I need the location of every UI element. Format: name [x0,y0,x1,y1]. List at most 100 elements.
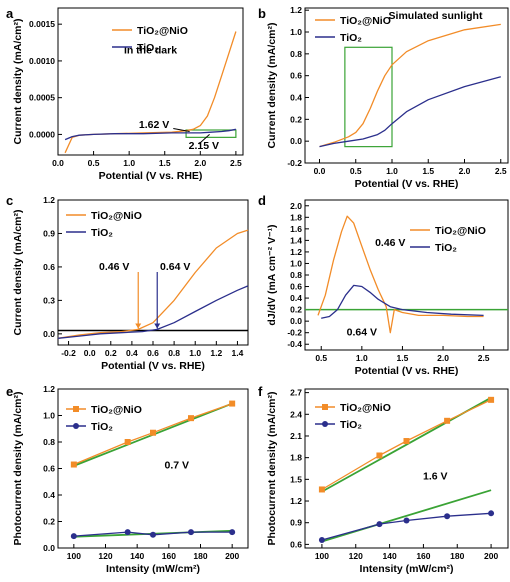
x-tick-label: 0.5 [88,158,100,168]
legend-label: TiO₂ [340,32,362,44]
y-tick-label: 0.0005 [29,93,55,103]
series-line-tio2 [321,284,484,319]
x-tick-label: 180 [450,551,464,561]
data-point [150,531,156,538]
highlight-box [344,46,393,148]
series-line-tio2 [319,76,501,148]
legend-label: TiO₂ [137,42,159,54]
series-line-tio2 [321,512,492,541]
data-point [124,439,131,445]
y-axis-title: dJ/dV (mA cm⁻² V⁻¹) [266,224,278,325]
plot-frame [57,388,249,549]
series-line-tio2-nio [319,23,501,148]
x-tick-label: 1.5 [397,353,409,363]
x-tick-label: 1.0 [123,158,135,168]
marker-arrowhead [135,323,142,329]
panel-c: c -0.2 0.0 0.2 0.4 0.6 0.8 1.0 1.2 1.4 0.0 0.3 0.6 0.… [6,193,249,372]
annotation: 2.15 V [189,140,219,152]
legend: TiO₂@NiO TiO₂ [315,402,391,431]
y-tick-label: 0.0015 [29,19,55,29]
data-point [376,521,383,528]
y-axis-title: Current density (mA/cm²) [266,22,278,148]
panel-label: e [6,384,13,399]
x-tick-label: 1.4 [232,348,244,358]
x-tick-label: 1.0 [356,353,368,363]
y-tick-label: 0.0 [43,543,55,553]
legend: TiO₂@NiO TiO₂ [66,210,142,239]
y-tick-label: 1.2 [290,496,302,506]
x-tick-label: 160 [162,551,176,561]
marker-label: 0.64 V [160,261,190,273]
x-tick-label: 120 [98,551,112,561]
plot-frame [57,7,244,156]
x-tick-label: 1.0 [386,166,398,176]
y-tick-label: 0.8 [43,437,55,447]
x-tick-label: 140 [382,551,396,561]
y-tick-label: 0.8 [290,270,302,280]
data-point [124,529,131,536]
x-tick-label: 2.0 [459,166,471,176]
y-tick-label: 1.8 [290,212,302,222]
data-point [70,461,77,468]
annotation: 1.62 V [139,119,169,131]
y-tick-label: 1.0 [290,258,302,268]
legend-marker [73,406,79,412]
legend-label: TiO₂@NiO [91,404,142,416]
data-point [150,429,156,436]
x-tick-label: 2.0 [194,158,206,168]
y-axis-title: Current density (mA/cm²) [12,209,24,335]
y-tick-label: 0.2 [290,305,302,315]
data-point [376,452,383,459]
series-line-tio2 [57,285,249,339]
annotation: 0.64 V [347,327,377,339]
annotation: 1.6 V [423,470,448,482]
x-tick-label: 100 [67,551,81,561]
data-point [188,415,194,422]
x-tick-label: 1.5 [159,158,171,168]
x-tick-label: 2.5 [230,158,242,168]
y-axis-title: Photocurrent density (mA/cm²) [266,391,278,545]
y-tick-label: 0.2 [290,114,302,124]
x-tick-label: 160 [416,551,430,561]
y-tick-label: 0.4 [290,93,302,103]
annotation: Simulated sunlight [389,10,483,22]
y-axis-title: Current density (mA/cm²) [12,18,24,144]
x-tick-label: 200 [225,551,239,561]
x-tick-label: 2.5 [495,166,507,176]
x-tick-label: 100 [315,551,329,561]
panel-label: f [258,384,263,399]
panel-f: f 100 120 140 160 180 200 0.6 0.9 1.2 1.5 1.8 2.1 2.4… [258,384,509,575]
panel-a: a 0.0 0.5 1.0 1.5 2.0 2.5 0.0000 0.0005 0.0010 0.0… [6,6,244,182]
series-line-tio2-nio [317,215,484,334]
y-tick-label: 1.2 [290,5,302,15]
y-tick-label: 1.2 [43,195,55,205]
y-tick-label: 2.7 [290,388,302,398]
x-axis-title: Intensity (mW/cm²) [360,563,454,575]
x-tick-label: 0.2 [105,348,117,358]
y-tick-label: 1.2 [290,247,302,257]
y-tick-label: -0.2 [287,158,302,168]
legend: TiO₂@NiO TiO₂ [112,25,188,54]
x-tick-label: 0.8 [168,348,180,358]
x-tick-label: 0.5 [315,353,327,363]
y-tick-label: 0.9 [43,228,55,238]
y-tick-label: 0.6 [43,262,55,272]
marker-arrowhead [154,323,161,329]
y-tick-label: 1.0 [43,411,55,421]
marker-label: 0.46 V [99,261,129,273]
y-tick-label: 0.9 [290,518,302,528]
y-tick-label: 1.5 [290,474,302,484]
y-tick-label: 0.0 [290,136,302,146]
legend-label: TiO₂ [91,227,113,239]
x-tick-label: 2.5 [478,353,490,363]
plot-frame [304,388,509,549]
y-tick-label: 0.4 [290,293,302,303]
y-tick-label: 1.6 [290,224,302,234]
y-tick-label: 0.6 [290,539,302,549]
x-tick-label: -0.2 [61,348,76,358]
panel-b: b 0.0 0.5 1.0 1.5 2.0 2.5 -0.2 0.0 0.2 0.4 0.6 0.8 1.… [258,5,509,190]
legend: TiO₂@NiO TiO₂ [315,15,391,44]
y-tick-label: 2.0 [290,201,302,211]
panel-label: b [258,6,266,21]
